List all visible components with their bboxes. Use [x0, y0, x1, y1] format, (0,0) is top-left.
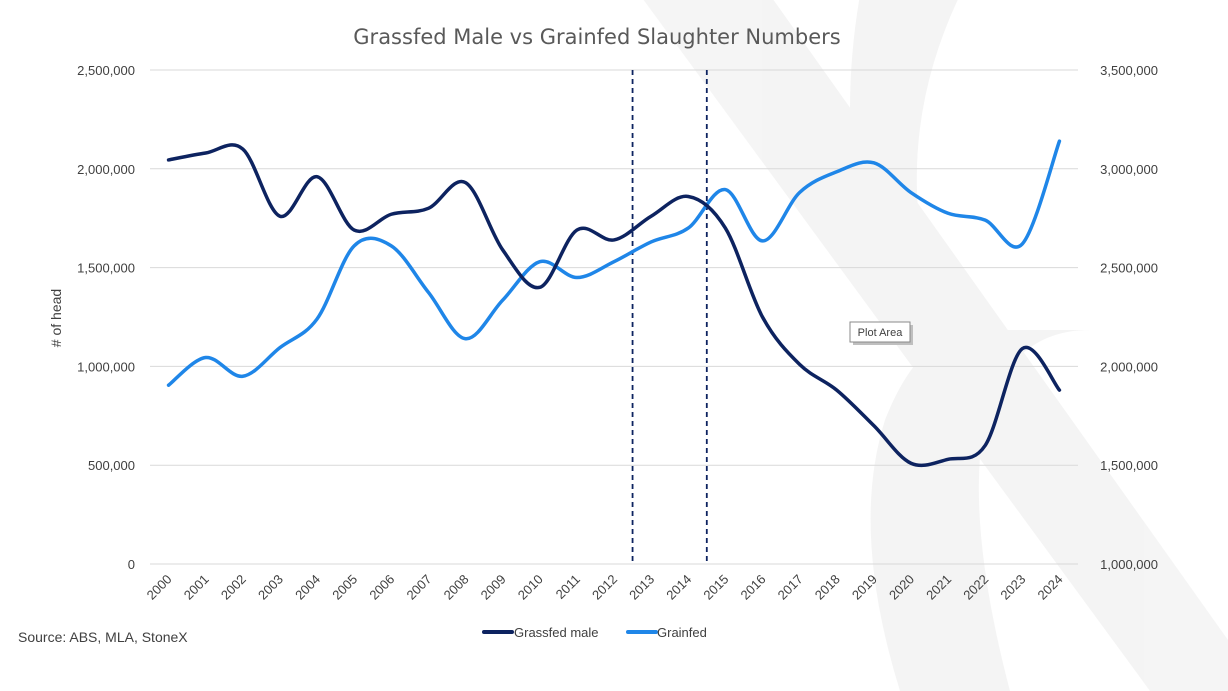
legend: Grassfed male Grainfed	[482, 625, 707, 640]
x-tick-label: 2008	[441, 572, 472, 603]
x-tick-label: 2004	[292, 572, 323, 603]
chart-title: Grassfed Male vs Grainfed Slaughter Numb…	[353, 25, 840, 49]
y-tick-label: 500,000	[88, 458, 135, 473]
x-tick-label: 2018	[812, 572, 843, 603]
x-tick-label: 2023	[997, 572, 1028, 603]
x-tick-label: 2000	[144, 572, 175, 603]
series-lines	[166, 139, 1062, 468]
x-tick-label: 2009	[478, 572, 509, 603]
series-line-grainfed	[166, 139, 1062, 387]
x-tick-label: 2016	[738, 572, 769, 603]
y2-tick-label: 2,500,000	[1100, 261, 1158, 276]
x-tick-label: 2015	[700, 572, 731, 603]
tooltip-text: Plot Area	[858, 327, 904, 339]
legend-label-grainfed: Grainfed	[657, 625, 707, 640]
x-tick-label: 2001	[181, 572, 212, 603]
x-tick-label: 2014	[663, 572, 694, 603]
y-tick-label: 1,500,000	[77, 261, 135, 276]
source-note: Source: ABS, MLA, StoneX	[18, 629, 188, 645]
series-line-grassfed-male	[166, 143, 1062, 468]
x-tick-label: 2002	[218, 572, 249, 603]
y-axis-right: 1,000,000 1,500,000 2,000,000 2,500,000 3,00…	[1100, 63, 1158, 572]
x-tick-label: 2011	[553, 572, 583, 602]
y-tick-label: 0	[128, 557, 135, 572]
x-tick-label: 2003	[255, 572, 286, 603]
reference-lines	[631, 70, 708, 564]
y2-tick-label: 1,500,000	[1100, 458, 1158, 473]
y-tick-label: 2,000,000	[77, 162, 135, 177]
stonex-watermark-icon	[643, 0, 1228, 691]
y-tick-label: 2,500,000	[77, 63, 135, 78]
x-tick-label: 2024	[1035, 572, 1066, 603]
x-tick-label: 2010	[515, 572, 546, 603]
gridlines	[150, 69, 1078, 565]
y2-tick-label: 1,000,000	[1100, 557, 1158, 572]
x-tick-label: 2012	[589, 572, 620, 603]
x-tick-label: 2006	[366, 572, 397, 603]
y2-tick-label: 3,000,000	[1100, 162, 1158, 177]
x-tick-label: 2013	[626, 572, 657, 603]
x-tick-label: 2017	[775, 572, 806, 603]
x-tick-label: 2007	[403, 572, 434, 603]
y-axis-left: 0 500,000 1,000,000 1,500,000 2,000,000 2,500…	[77, 63, 135, 572]
x-tick-label: 2005	[329, 572, 360, 603]
y2-tick-label: 3,500,000	[1100, 63, 1158, 78]
legend-label-grassfed: Grassfed male	[514, 625, 599, 640]
plot-area-tooltip: Plot Area	[849, 321, 913, 345]
y2-tick-label: 2,000,000	[1100, 359, 1158, 374]
y-axis-title: # of head	[48, 289, 64, 347]
y-tick-label: 1,000,000	[77, 359, 135, 374]
